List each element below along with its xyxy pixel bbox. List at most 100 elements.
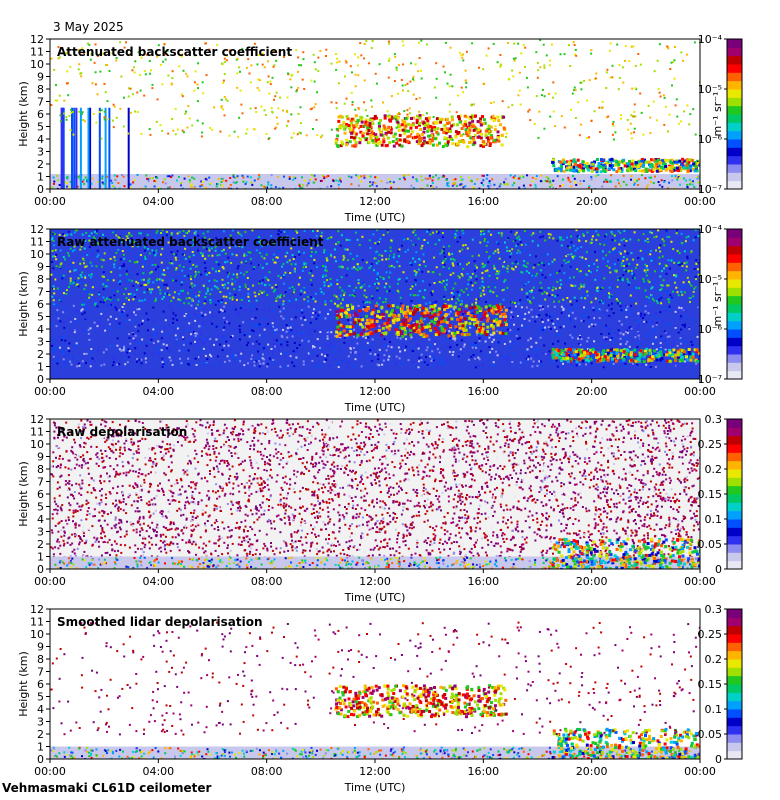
colorbar-tick-label: 0.2	[705, 463, 723, 476]
panel-title: Smoothed lidar depolarisation	[57, 615, 263, 629]
colorbar-tick-label: 10⁻⁵	[698, 273, 722, 286]
heatmap-field	[50, 39, 700, 189]
panel-title: Attenuated backscatter coefficient	[57, 45, 292, 59]
x-tick-label: 12:00	[359, 575, 391, 588]
y-tick-label: 3	[37, 716, 44, 729]
colorbar: 10⁻⁷ 10⁻⁶ 10⁻⁵ 10⁻⁴ m⁻¹ sr⁻¹	[698, 33, 743, 196]
y-tick-label: 6	[37, 488, 44, 501]
colorbar-swatch	[727, 494, 742, 503]
colorbar-swatch	[727, 337, 742, 347]
colorbar-swatch	[727, 237, 742, 247]
x-tick-label: 00:00	[34, 195, 66, 208]
panel-2: Raw attenuated backscatter coefficient01…	[17, 223, 743, 414]
colorbar-swatch	[727, 625, 742, 635]
colorbar-swatch	[727, 97, 742, 107]
colorbar-tick-label: 0.05	[698, 728, 723, 741]
y-tick-label: 0	[37, 183, 44, 196]
y-tick-label: 7	[37, 96, 44, 109]
colorbar-swatch	[727, 130, 742, 140]
y-tick-label: 10	[30, 58, 44, 71]
colorbar-tick-label: 10⁻⁶	[698, 323, 723, 336]
colorbar-swatch	[727, 139, 742, 148]
panel-title: Raw depolarisation	[57, 425, 187, 439]
y-tick-label: 7	[37, 666, 44, 679]
x-axis-label: Time (UTC)	[344, 211, 406, 224]
colorbar: 0 0.05 0.1 0.15 0.2 0.25 0.3	[698, 603, 743, 766]
colorbar-swatch	[727, 370, 742, 380]
panel-4: Smoothed lidar depolarisation01234567891…	[17, 603, 743, 794]
colorbar-swatch	[727, 329, 742, 338]
colorbar-swatch	[727, 295, 742, 305]
colorbar-swatch	[727, 469, 742, 478]
colorbar-swatch	[727, 510, 742, 520]
x-tick-label: 08:00	[251, 385, 283, 398]
y-tick-label: 6	[37, 678, 44, 691]
colorbar-tick-label: 10⁻⁴	[698, 223, 723, 236]
y-tick-label: 4	[37, 513, 44, 526]
colorbar-swatch	[727, 502, 742, 512]
x-tick-label: 12:00	[359, 195, 391, 208]
x-tick-label: 20:00	[576, 385, 608, 398]
colorbar-swatch	[727, 180, 742, 190]
colorbar-swatch	[727, 47, 742, 57]
colorbar-swatch	[727, 535, 742, 545]
colorbar-swatch	[727, 164, 742, 173]
colorbar-swatch	[727, 460, 742, 470]
colorbar-swatch	[727, 72, 742, 82]
colorbar-swatch	[727, 80, 742, 90]
colorbar-swatch	[727, 527, 742, 537]
x-tick-label: 00:00	[34, 765, 66, 778]
y-tick-label: 3	[37, 146, 44, 159]
colorbar-swatch	[727, 692, 742, 702]
y-tick-label: 10	[30, 628, 44, 641]
y-tick-label: 4	[37, 703, 44, 716]
colorbar-swatch	[727, 254, 742, 263]
y-tick-label: 10	[30, 438, 44, 451]
colorbar-tick-label: 0	[715, 753, 722, 766]
y-tick-label: 5	[37, 121, 44, 134]
colorbar-tick-label: 0.15	[698, 678, 723, 691]
colorbar: 0 0.05 0.1 0.15 0.2 0.25 0.3	[698, 413, 743, 576]
y-tick-label: 0	[37, 753, 44, 766]
colorbar-swatch	[727, 279, 742, 288]
colorbar-unit-label: m⁻¹ sr⁻¹	[711, 92, 724, 137]
colorbar-unit-label: m⁻¹ sr⁻¹	[711, 282, 724, 327]
heatmap-field	[50, 229, 700, 369]
y-tick-label: 2	[37, 538, 44, 551]
colorbar-tick-label: 0.3	[705, 413, 723, 426]
colorbar-tick-label: 10⁻⁴	[698, 33, 723, 46]
y-axis-label: Height (km)	[17, 651, 30, 717]
x-tick-label: 00:00	[34, 385, 66, 398]
y-tick-label: 2	[37, 348, 44, 361]
colorbar-swatch	[727, 675, 742, 685]
x-tick-label: 04:00	[142, 385, 174, 398]
x-tick-label: 00:00	[684, 765, 716, 778]
x-tick-label: 16:00	[467, 195, 499, 208]
x-tick-label: 00:00	[684, 195, 716, 208]
colorbar-swatch	[727, 419, 742, 428]
y-tick-label: 8	[37, 273, 44, 286]
y-tick-label: 5	[37, 691, 44, 704]
y-tick-label: 7	[37, 286, 44, 299]
colorbar-tick-label: 10⁻⁷	[698, 183, 722, 196]
y-tick-label: 1	[37, 551, 44, 564]
colorbar-tick-label: 0.1	[705, 513, 723, 526]
colorbar-swatch	[727, 262, 742, 272]
colorbar-tick-label: 0.1	[705, 703, 723, 716]
y-tick-label: 1	[37, 741, 44, 754]
colorbar-swatch	[727, 750, 742, 760]
colorbar-tick-label: 0.25	[698, 438, 723, 451]
colorbar-swatch	[727, 659, 742, 668]
colorbar-swatch	[727, 427, 742, 437]
y-tick-label: 8	[37, 653, 44, 666]
y-tick-label: 4	[37, 323, 44, 336]
colorbar-swatch	[727, 642, 742, 652]
x-tick-label: 20:00	[576, 575, 608, 588]
colorbar-swatch	[727, 64, 742, 73]
colorbar-tick-label: 0	[715, 563, 722, 576]
y-tick-label: 1	[37, 361, 44, 374]
y-tick-label: 10	[30, 248, 44, 261]
x-tick-label: 08:00	[251, 765, 283, 778]
colorbar-swatch	[727, 312, 742, 322]
